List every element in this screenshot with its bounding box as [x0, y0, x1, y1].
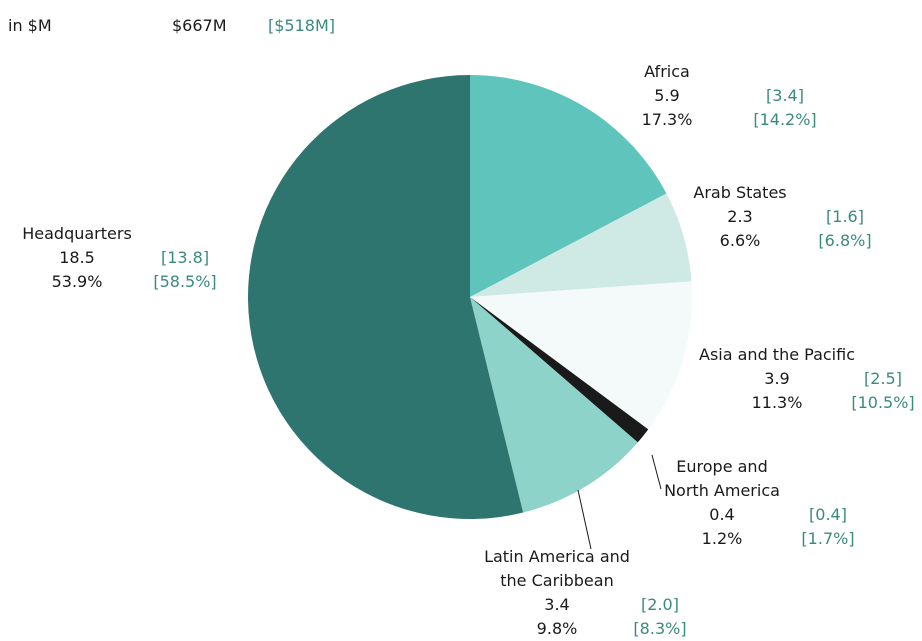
total: $667M — [172, 16, 227, 35]
pie — [248, 75, 692, 519]
prior-percent-label: [14.2%] — [753, 110, 817, 129]
value-label: 2.3 — [727, 207, 753, 226]
value-label: 5.9 — [654, 86, 680, 105]
value-label: 3.9 — [764, 369, 790, 388]
percent-label: 53.9% — [51, 272, 103, 291]
slice-label: Headquarters — [22, 224, 132, 243]
slice-label: Arab States — [693, 183, 787, 202]
percent-label: 17.3% — [641, 110, 693, 129]
leader-line — [651, 454, 662, 490]
slice-label: Latin America and the Caribbean — [484, 547, 630, 590]
pie-slice — [470, 297, 649, 443]
prior-value-label: [3.4] — [766, 86, 804, 105]
pie-slice — [248, 75, 524, 519]
prior-percent-label: [58.5%] — [153, 272, 217, 291]
slice-label: Europe and North America — [664, 457, 780, 500]
value-label: 3.4 — [544, 595, 570, 614]
pie-slice — [470, 281, 692, 430]
prior-percent-label: [8.3%] — [633, 619, 687, 638]
slice-label: Africa — [644, 62, 690, 81]
slice-label: Asia and the Pacific — [699, 345, 855, 364]
prior-total: [$518M] — [268, 16, 336, 35]
percent-label: 9.8% — [536, 619, 578, 638]
percent-label: 1.2% — [701, 529, 743, 548]
pie-slice — [470, 193, 692, 297]
prior-value-label: [0.4] — [809, 505, 847, 524]
prior-value-label: [2.5] — [864, 369, 902, 388]
prior-percent-label: [6.8%] — [818, 231, 872, 250]
pie-slice — [470, 75, 667, 297]
prior-value-label: [13.8] — [160, 248, 210, 267]
prior-percent-label: [1.7%] — [801, 529, 855, 548]
prior-value-label: [1.6] — [826, 207, 864, 226]
value-label: 0.4 — [709, 505, 735, 524]
pie-slice — [470, 297, 638, 513]
value-label: 18.5 — [59, 248, 95, 267]
prior-percent-label: [10.5%] — [851, 393, 915, 412]
percent-label: 6.6% — [719, 231, 761, 250]
unit-label: in $M — [8, 16, 52, 35]
prior-value-label: [2.0] — [641, 595, 679, 614]
percent-label: 11.3% — [751, 393, 803, 412]
leader-line — [577, 489, 592, 550]
